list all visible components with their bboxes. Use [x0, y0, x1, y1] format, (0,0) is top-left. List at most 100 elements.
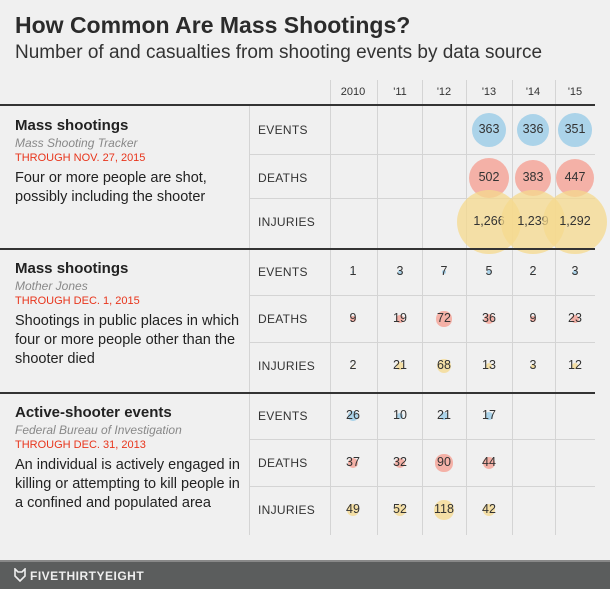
row-divider: [249, 342, 595, 343]
value-label: 10: [393, 408, 407, 422]
row-divider: [249, 295, 595, 296]
group-through-date: THROUGH NOV. 27, 2015: [15, 152, 146, 164]
value-bubble: [351, 364, 355, 368]
value-bubble: [516, 113, 550, 147]
value-label: 1,292: [559, 214, 591, 228]
value-label: 23: [568, 311, 582, 325]
group-description: Shootings in public places in which four…: [15, 313, 240, 367]
value-label: 72: [437, 311, 451, 325]
group-divider: [0, 392, 595, 394]
column-header: '13: [481, 86, 497, 98]
column-header: '15: [567, 86, 583, 98]
brand-logo: FIVETHIRTYEIGHT: [30, 569, 145, 583]
value-bubble: [515, 160, 551, 196]
value-bubble: [483, 457, 495, 469]
value-bubble: [396, 315, 404, 323]
column-header: 2010: [340, 86, 366, 98]
column-divider: [512, 80, 513, 535]
value-bubble: [352, 271, 354, 273]
table-top-rule: [0, 104, 595, 106]
group-title: Mass shootings: [15, 117, 129, 134]
value-bubble: [486, 269, 491, 274]
metric-label: EVENTS: [258, 409, 308, 423]
value-bubble: [393, 503, 407, 517]
group-through-date: THROUGH DEC. 1, 2015: [15, 295, 140, 307]
value-bubble: [558, 113, 592, 147]
group-source: Federal Bureau of Investigation: [15, 423, 182, 437]
row-divider: [249, 486, 595, 487]
value-label: 3: [529, 358, 537, 372]
value-label: 21: [393, 358, 407, 372]
group-description: An individual is actively engaged in kil…: [15, 457, 240, 511]
value-label: 363: [478, 122, 500, 136]
value-bubble: [573, 270, 577, 274]
group-title: Mass shootings: [15, 260, 129, 277]
group-source: Mass Shooting Tracker: [15, 136, 138, 150]
value-label: 3: [396, 264, 404, 278]
value-bubble: [441, 269, 447, 275]
value-bubble: [571, 362, 579, 370]
metric-label: EVENTS: [258, 265, 308, 279]
value-label: 90: [437, 455, 451, 469]
metric-label: INJURIES: [258, 503, 316, 517]
value-bubble: [483, 504, 495, 516]
metric-label: INJURIES: [258, 359, 316, 373]
column-divider: [249, 105, 250, 535]
value-label: 19: [393, 311, 407, 325]
value-bubble: [530, 316, 536, 322]
value-bubble: [397, 413, 403, 419]
value-label: 12: [568, 358, 582, 372]
value-label: 17: [482, 408, 496, 422]
value-bubble: [435, 454, 453, 472]
value-bubble: [542, 189, 608, 255]
value-label: 1,239: [517, 214, 549, 228]
value-bubble: [485, 362, 493, 370]
value-bubble: [348, 411, 358, 421]
column-divider: [555, 80, 556, 535]
value-label: 68: [437, 358, 451, 372]
value-bubble: [439, 411, 449, 421]
value-label: 32: [393, 455, 407, 469]
value-label: 118: [434, 502, 454, 516]
fox-logo-icon: [14, 568, 26, 582]
value-bubble: [434, 500, 454, 520]
value-label: 9: [349, 311, 357, 325]
value-bubble: [436, 311, 452, 327]
value-label: 1: [349, 264, 357, 278]
value-label: 5: [485, 264, 493, 278]
metric-label: DEATHS: [258, 171, 308, 185]
value-label: 447: [564, 170, 586, 184]
value-label: 351: [564, 122, 586, 136]
value-label: 26: [346, 408, 360, 422]
value-label: 36: [482, 311, 496, 325]
column-divider: [422, 80, 423, 535]
metric-label: DEATHS: [258, 312, 308, 326]
metric-label: EVENTS: [258, 123, 308, 137]
row-divider: [249, 154, 595, 155]
row-divider: [249, 198, 595, 199]
value-label: 2: [349, 358, 357, 372]
value-label: 502: [478, 170, 500, 184]
value-bubble: [483, 313, 495, 325]
column-header: '11: [393, 86, 407, 98]
value-bubble: [398, 270, 402, 274]
value-label: 49: [346, 502, 360, 516]
footer-bar: FIVETHIRTYEIGHT: [0, 560, 610, 589]
value-label: 7: [440, 264, 448, 278]
value-bubble: [350, 316, 356, 322]
metric-label: INJURIES: [258, 215, 316, 229]
value-label: 13: [482, 358, 496, 372]
column-header: '14: [525, 86, 541, 98]
value-bubble: [436, 358, 452, 374]
row-divider: [249, 439, 595, 440]
value-bubble: [471, 112, 507, 148]
group-through-date: THROUGH DEC. 31, 2013: [15, 439, 146, 451]
value-label: 42: [482, 502, 496, 516]
value-label: 2: [529, 264, 537, 278]
value-label: 52: [393, 502, 407, 516]
group-divider: [0, 248, 595, 250]
value-label: 37: [346, 455, 360, 469]
value-label: 21: [437, 408, 451, 422]
value-bubble: [485, 412, 493, 420]
value-label: 336: [522, 122, 544, 136]
